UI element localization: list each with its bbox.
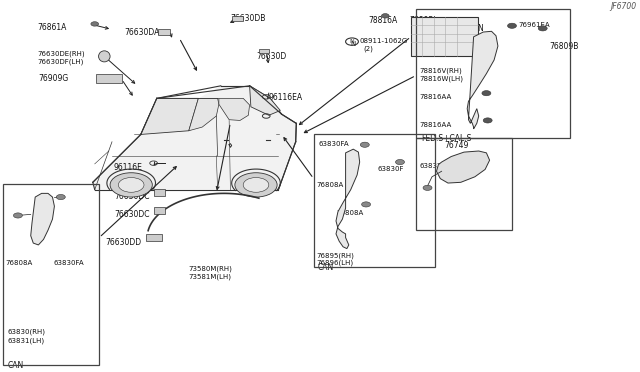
Circle shape: [362, 202, 371, 207]
Polygon shape: [189, 98, 219, 131]
Text: 76861A: 76861A: [37, 23, 67, 32]
Text: 76630DA: 76630DA: [125, 28, 160, 37]
Polygon shape: [141, 98, 198, 134]
Bar: [232, 16, 243, 21]
Polygon shape: [31, 193, 54, 245]
Text: 76909G: 76909G: [38, 74, 68, 83]
Text: 76749: 76749: [445, 141, 469, 150]
Text: 76630DD: 76630DD: [106, 238, 141, 247]
Text: FED.S+CAL.S: FED.S+CAL.S: [421, 134, 472, 144]
Bar: [154, 189, 165, 196]
Text: CAN: CAN: [8, 361, 24, 370]
Text: 96116EA: 96116EA: [269, 93, 303, 102]
Circle shape: [423, 185, 432, 190]
Circle shape: [110, 173, 152, 197]
Text: 76808A: 76808A: [316, 182, 344, 188]
Text: 76809B: 76809B: [549, 42, 579, 51]
Circle shape: [118, 177, 144, 192]
Text: 76630D: 76630D: [256, 52, 286, 61]
Text: 76808A: 76808A: [336, 210, 364, 216]
Text: (2): (2): [363, 45, 372, 52]
Text: 76896(LH): 76896(LH): [316, 260, 353, 266]
Polygon shape: [219, 98, 250, 121]
Text: CAN: CAN: [317, 263, 333, 272]
Circle shape: [243, 177, 269, 192]
Bar: [259, 49, 269, 54]
Circle shape: [538, 26, 547, 31]
Text: 78816A: 78816A: [368, 16, 397, 25]
Text: 76630DC: 76630DC: [114, 192, 149, 201]
Polygon shape: [93, 86, 296, 190]
Polygon shape: [250, 86, 280, 115]
Text: 76895(RH): 76895(RH): [316, 252, 354, 259]
Circle shape: [483, 118, 492, 123]
Bar: [146, 234, 162, 241]
Polygon shape: [436, 151, 490, 183]
Bar: [96, 74, 122, 83]
Text: 63831(LH): 63831(LH): [8, 337, 45, 343]
Bar: [158, 29, 170, 35]
Text: 78816AA: 78816AA: [419, 94, 451, 100]
Bar: [314, 134, 435, 267]
Circle shape: [396, 160, 404, 165]
Text: N: N: [349, 39, 355, 44]
Text: 78816V(RH): 78816V(RH): [419, 67, 462, 74]
Circle shape: [360, 142, 369, 147]
Bar: [154, 207, 165, 214]
Bar: [411, 17, 478, 56]
Text: 78884N: 78884N: [454, 24, 484, 33]
Circle shape: [508, 23, 516, 28]
Text: 76805J: 76805J: [410, 16, 436, 25]
Circle shape: [381, 14, 389, 18]
Text: 76630DF(LH): 76630DF(LH): [37, 59, 83, 65]
Circle shape: [13, 213, 22, 218]
Text: 96116E: 96116E: [114, 163, 143, 172]
Text: 76808A: 76808A: [5, 260, 33, 266]
Circle shape: [235, 173, 277, 197]
Text: 78816AA: 78816AA: [419, 122, 451, 128]
Bar: [3, 184, 99, 365]
Text: 63830F: 63830F: [378, 166, 404, 172]
Text: 73580M(RH): 73580M(RH): [189, 265, 233, 272]
Text: JF6700: JF6700: [611, 2, 637, 11]
Text: 76961EA: 76961EA: [518, 22, 550, 28]
Bar: [416, 9, 570, 138]
Text: 63830FA: 63830FA: [318, 141, 349, 147]
Ellipse shape: [99, 51, 110, 62]
Text: 63832E: 63832E: [419, 163, 446, 169]
Text: 76630DC: 76630DC: [114, 210, 149, 219]
Text: 76630DB: 76630DB: [230, 14, 266, 23]
Text: 63830FA: 63830FA: [53, 260, 84, 266]
Text: 08911-1062G: 08911-1062G: [359, 38, 407, 44]
Bar: [416, 138, 512, 230]
Text: 73581M(LH): 73581M(LH): [189, 274, 232, 280]
Polygon shape: [467, 31, 498, 129]
Text: 63830(RH): 63830(RH): [8, 329, 45, 336]
Circle shape: [91, 22, 99, 26]
Text: 76961E: 76961E: [448, 37, 475, 43]
Text: N: N: [351, 41, 356, 46]
Text: 76630DE(RH): 76630DE(RH): [37, 51, 84, 57]
Circle shape: [482, 91, 491, 96]
Text: 78816W(LH): 78816W(LH): [419, 76, 463, 82]
Polygon shape: [336, 149, 360, 248]
Circle shape: [56, 195, 65, 200]
